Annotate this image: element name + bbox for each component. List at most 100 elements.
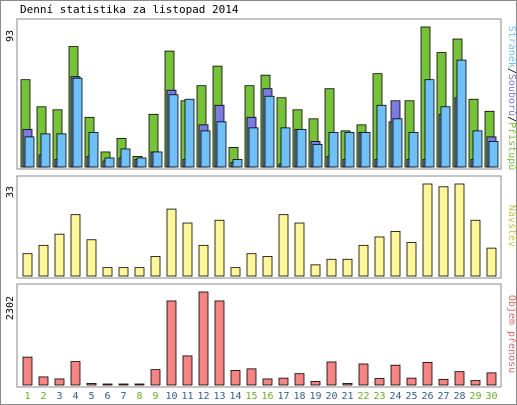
bar-visits: [22, 253, 33, 277]
x-tick-label: 1: [24, 391, 30, 402]
bar-kbytes: [310, 380, 321, 386]
x-tick-label: 27: [437, 391, 449, 402]
x-tick-label: 12: [197, 391, 209, 402]
bar-kbytes: [214, 300, 225, 386]
bar-kbytes: [54, 378, 65, 386]
bar-visits: [102, 267, 113, 277]
bar-visits: [214, 219, 225, 277]
bar-pages: [104, 157, 115, 168]
x-tick-label: 10: [165, 391, 177, 402]
bar-pages: [264, 95, 275, 168]
bar-pages: [440, 106, 451, 168]
x-tick-label: 14: [229, 391, 241, 402]
bar-kbytes: [470, 380, 481, 386]
bar-kbytes: [390, 364, 401, 386]
x-tick-label: 23: [373, 391, 385, 402]
x-tick-label: 13: [213, 391, 225, 402]
bar-visits: [342, 258, 353, 277]
x-tick-label: 26: [421, 391, 433, 402]
x-tick-label: 7: [120, 391, 126, 402]
bar-visits: [406, 242, 417, 277]
bar-pages: [280, 127, 291, 168]
bar-visits: [262, 256, 273, 277]
bar-kbytes: [438, 378, 449, 386]
bar-visits: [326, 258, 337, 277]
bar-visits: [454, 183, 465, 277]
bar-pages: [344, 131, 355, 168]
bar-pages: [24, 136, 35, 168]
bar-kbytes: [38, 376, 49, 386]
x-tick-label: 24: [389, 391, 401, 402]
legend-entry: Stránek: [506, 26, 517, 68]
x-tick-label: 8: [136, 391, 142, 402]
bar-pages: [360, 131, 371, 168]
x-tick-label: 17: [277, 391, 289, 402]
bar-visits: [422, 183, 433, 277]
bar-kbytes: [230, 370, 241, 386]
x-tick-label: 2: [40, 391, 46, 402]
bar-visits: [182, 222, 193, 277]
bar-kbytes: [70, 361, 81, 386]
bar-visits: [278, 214, 289, 277]
bar-kbytes: [294, 373, 305, 386]
bar-pages: [456, 59, 467, 168]
x-tick-label: 11: [181, 391, 193, 402]
bar-kbytes: [198, 291, 209, 386]
hits-panel-ymax-label: 93: [5, 30, 16, 42]
bar-visits: [486, 247, 497, 277]
bar-pages: [136, 157, 147, 168]
bar-visits: [294, 222, 305, 277]
bar-pages: [232, 159, 243, 168]
bar-kbytes: [22, 356, 33, 386]
bar-pages: [408, 131, 419, 168]
x-tick-label: 30: [485, 391, 497, 402]
bar-kbytes: [182, 355, 193, 386]
x-tick-label: 21: [341, 391, 353, 402]
bar-pages: [120, 148, 131, 168]
bar-visits: [86, 239, 97, 277]
bar-visits: [246, 253, 257, 277]
x-tick-label: 18: [293, 391, 305, 402]
bar-kbytes: [454, 371, 465, 386]
bar-kbytes: [246, 368, 257, 386]
bar-pages: [296, 128, 307, 168]
bar-kbytes: [278, 377, 289, 386]
bar-pages: [472, 130, 483, 168]
x-tick-label: 4: [72, 391, 78, 402]
x-tick-label: 3: [56, 391, 62, 402]
bar-visits: [150, 256, 161, 277]
bar-kbytes: [406, 377, 417, 386]
bar-pages: [168, 94, 179, 168]
bar-visits: [38, 244, 49, 277]
bar-visits: [390, 230, 401, 277]
bar-pages: [72, 77, 83, 168]
legend-entry: Přístupů: [506, 122, 517, 170]
x-tick-label: 5: [88, 391, 94, 402]
bar-pages: [312, 144, 323, 168]
x-tick-label: 19: [309, 391, 321, 402]
bar-kbytes: [166, 300, 177, 386]
x-tick-label: 22: [357, 391, 369, 402]
legend-entry: Objem přenosu: [506, 295, 517, 373]
visits-panel-legend: Návštěv: [506, 205, 517, 247]
bar-kbytes: [262, 378, 273, 386]
bar-kbytes: [374, 378, 385, 386]
legend-entry: Souborů: [506, 74, 517, 116]
bar-visits: [374, 236, 385, 277]
x-tick-label: 16: [261, 391, 273, 402]
kbytes-panel-border: [16, 283, 502, 388]
x-tick-label: 29: [469, 391, 481, 402]
bar-visits: [134, 267, 145, 277]
bar-kbytes: [342, 382, 353, 386]
bar-pages: [56, 133, 67, 168]
bar-pages: [40, 133, 51, 168]
bar-kbytes: [134, 383, 145, 386]
x-tick-label: 28: [453, 391, 465, 402]
bar-pages: [392, 118, 403, 168]
bar-kbytes: [102, 383, 113, 386]
bar-visits: [438, 186, 449, 277]
bar-visits: [70, 214, 81, 277]
bar-kbytes: [358, 363, 369, 386]
bar-visits: [198, 244, 209, 277]
